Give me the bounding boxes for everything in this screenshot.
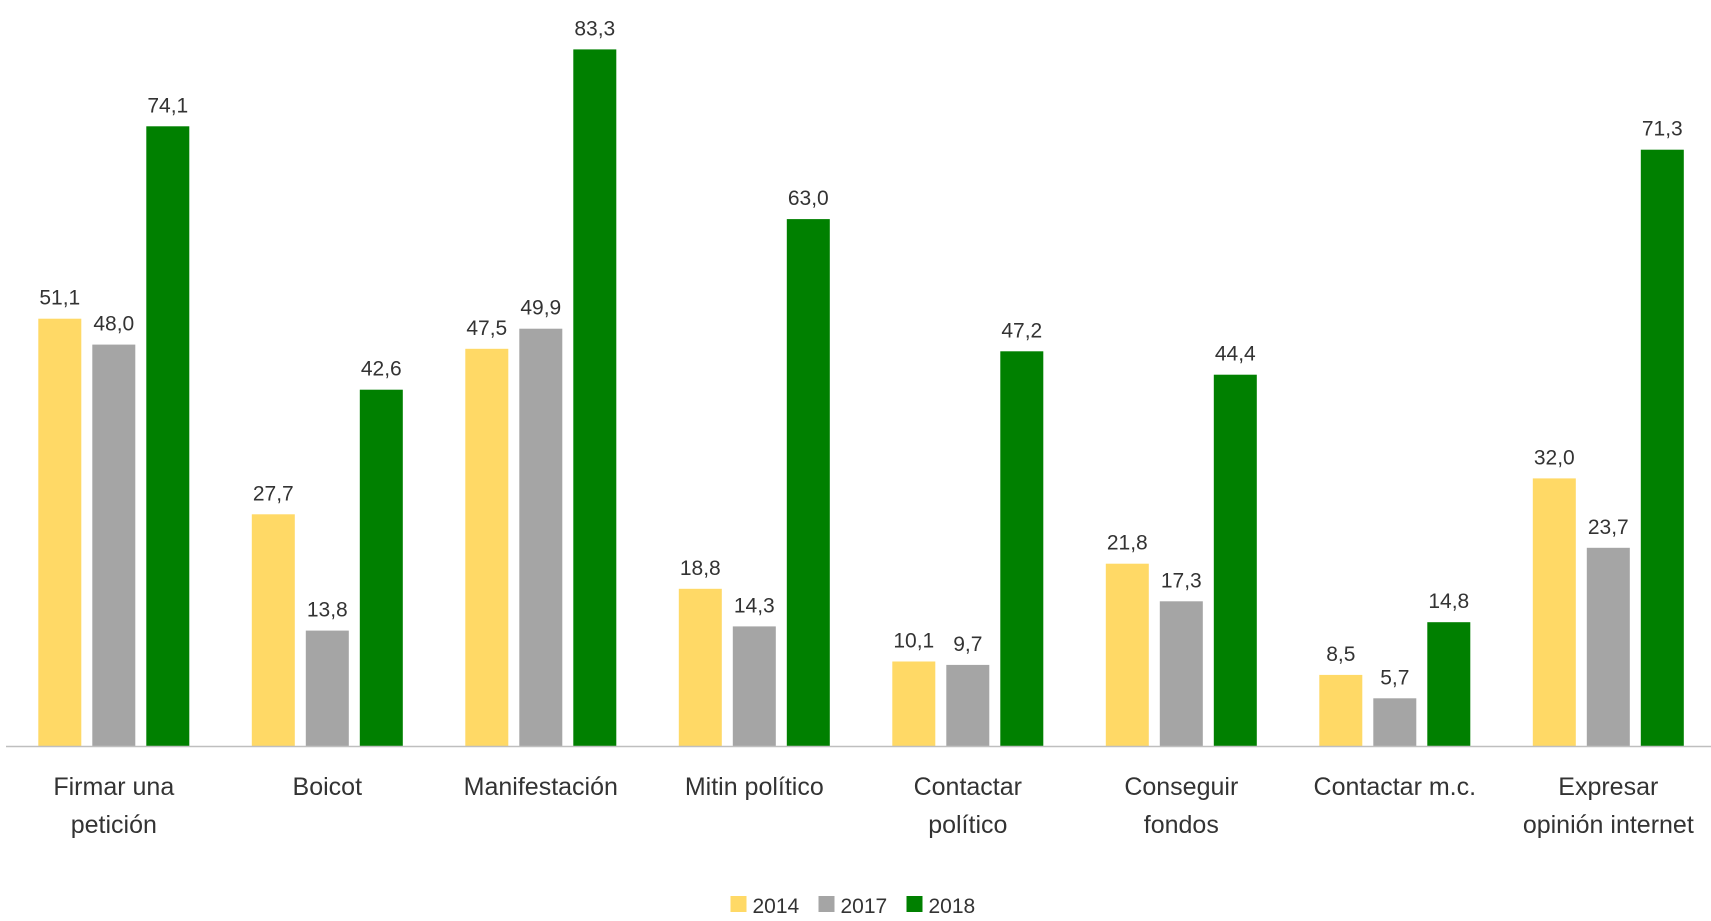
bar-manifestacion-2017: [519, 328, 563, 746]
bar-manifestacion-2014: [465, 348, 509, 746]
legend-swatch-2014: [730, 896, 747, 912]
bar-expresar-opinion-internet-2018: [1640, 149, 1684, 746]
bar-firmar-una-peticion-2017: [92, 344, 136, 746]
category-label-firmar-una-peticion-line-1: Firmar una: [53, 773, 174, 801]
legend-label-2017: 2017: [841, 895, 888, 918]
bar-mitin-politico-2014: [678, 588, 722, 746]
bar-boicot-2018: [359, 389, 403, 746]
legend-swatch-2017: [818, 896, 835, 912]
bar-contactar-m-c-2017: [1373, 698, 1417, 746]
data-label-contactar-politico-2014: 10,1: [893, 630, 934, 653]
data-label-firmar-una-peticion-2018: 74,1: [147, 94, 188, 117]
data-label-boicot-2017: 13,8: [307, 599, 348, 622]
data-label-boicot-2014: 27,7: [253, 482, 294, 505]
category-label-contactar-m-c: Contactar m.c.: [1314, 773, 1477, 801]
legend-swatch-2018: [906, 896, 923, 912]
category-label-conseguir-fondos-line-2: fondos: [1144, 811, 1219, 839]
category-label-manifestacion: Manifestación: [464, 773, 618, 801]
data-label-mitin-politico-2017: 14,3: [734, 594, 775, 617]
value-labels-layer: 51,1 48,0 74,1 27,7 13,8 42,6 47,5 49,9 83,3 18,8…: [39, 17, 1682, 689]
bar-expresar-opinion-internet-2014: [1532, 478, 1576, 746]
category-label-mitin-politico: Mitin político: [685, 773, 824, 801]
bar-mitin-politico-2018: [786, 219, 830, 747]
bar-mitin-politico-2017: [732, 626, 776, 746]
data-label-contactar-m-c-2018: 14,8: [1428, 590, 1469, 613]
bar-expresar-opinion-internet-2017: [1586, 547, 1630, 746]
bar-contactar-politico-2018: [1000, 351, 1044, 746]
data-label-mitin-politico-2018: 63,0: [788, 187, 829, 210]
category-label-contactar-politico-line-1: Contactar: [914, 773, 1022, 801]
data-label-contactar-m-c-2017: 5,7: [1380, 666, 1409, 689]
data-label-manifestacion-2017: 49,9: [520, 297, 561, 320]
category-label-conseguir-fondos-line-1: Conseguir: [1124, 773, 1238, 801]
data-label-expresar-opinion-internet-2018: 71,3: [1642, 118, 1683, 141]
data-label-firmar-una-peticion-2017: 48,0: [93, 313, 134, 336]
data-label-boicot-2018: 42,6: [361, 358, 402, 381]
data-label-firmar-una-peticion-2014: 51,1: [39, 287, 80, 310]
data-label-conseguir-fondos-2018: 44,4: [1215, 343, 1256, 366]
category-labels-layer: Firmar una petición Boicot Manifestación Mit…: [53, 773, 1693, 839]
data-label-conseguir-fondos-2017: 17,3: [1161, 569, 1202, 592]
bar-contactar-politico-2014: [892, 661, 936, 746]
bar-firmar-una-peticion-2018: [146, 126, 190, 747]
legend-label-2018: 2018: [929, 895, 976, 918]
data-label-contactar-m-c-2014: 8,5: [1326, 643, 1355, 666]
legend: 2014 2017 2018: [730, 895, 976, 918]
data-label-contactar-politico-2018: 47,2: [1001, 319, 1042, 342]
bar-boicot-2017: [305, 630, 349, 746]
data-label-manifestacion-2018: 83,3: [574, 17, 615, 40]
category-label-expresar-opinion-internet-line-2: opinión internet: [1523, 811, 1694, 839]
bar-firmar-una-peticion-2014: [38, 318, 82, 746]
data-label-mitin-politico-2014: 18,8: [680, 557, 721, 580]
bar-boicot-2014: [251, 514, 295, 746]
category-label-contactar-politico-line-2: político: [928, 811, 1007, 839]
data-label-conseguir-fondos-2014: 21,8: [1107, 532, 1148, 555]
bar-conseguir-fondos-2017: [1159, 601, 1203, 746]
category-label-firmar-una-peticion-line-2: petición: [71, 811, 157, 839]
data-label-expresar-opinion-internet-2017: 23,7: [1588, 516, 1629, 539]
legend-label-2014: 2014: [753, 895, 800, 918]
bar-contactar-politico-2017: [946, 664, 990, 746]
category-label-expresar-opinion-internet-line-1: Expresar: [1558, 773, 1658, 801]
bar-contactar-m-c-2014: [1319, 674, 1363, 746]
data-label-contactar-politico-2017: 9,7: [953, 633, 982, 656]
bar-conseguir-fondos-2018: [1213, 374, 1257, 746]
bars-layer: [38, 49, 1684, 747]
data-label-manifestacion-2014: 47,5: [466, 317, 507, 340]
category-label-boicot: Boicot: [293, 773, 363, 801]
bar-contactar-m-c-2018: [1427, 622, 1471, 746]
bar-manifestacion-2018: [573, 49, 617, 746]
bar-conseguir-fondos-2014: [1105, 563, 1149, 746]
data-label-expresar-opinion-internet-2014: 32,0: [1534, 446, 1575, 469]
